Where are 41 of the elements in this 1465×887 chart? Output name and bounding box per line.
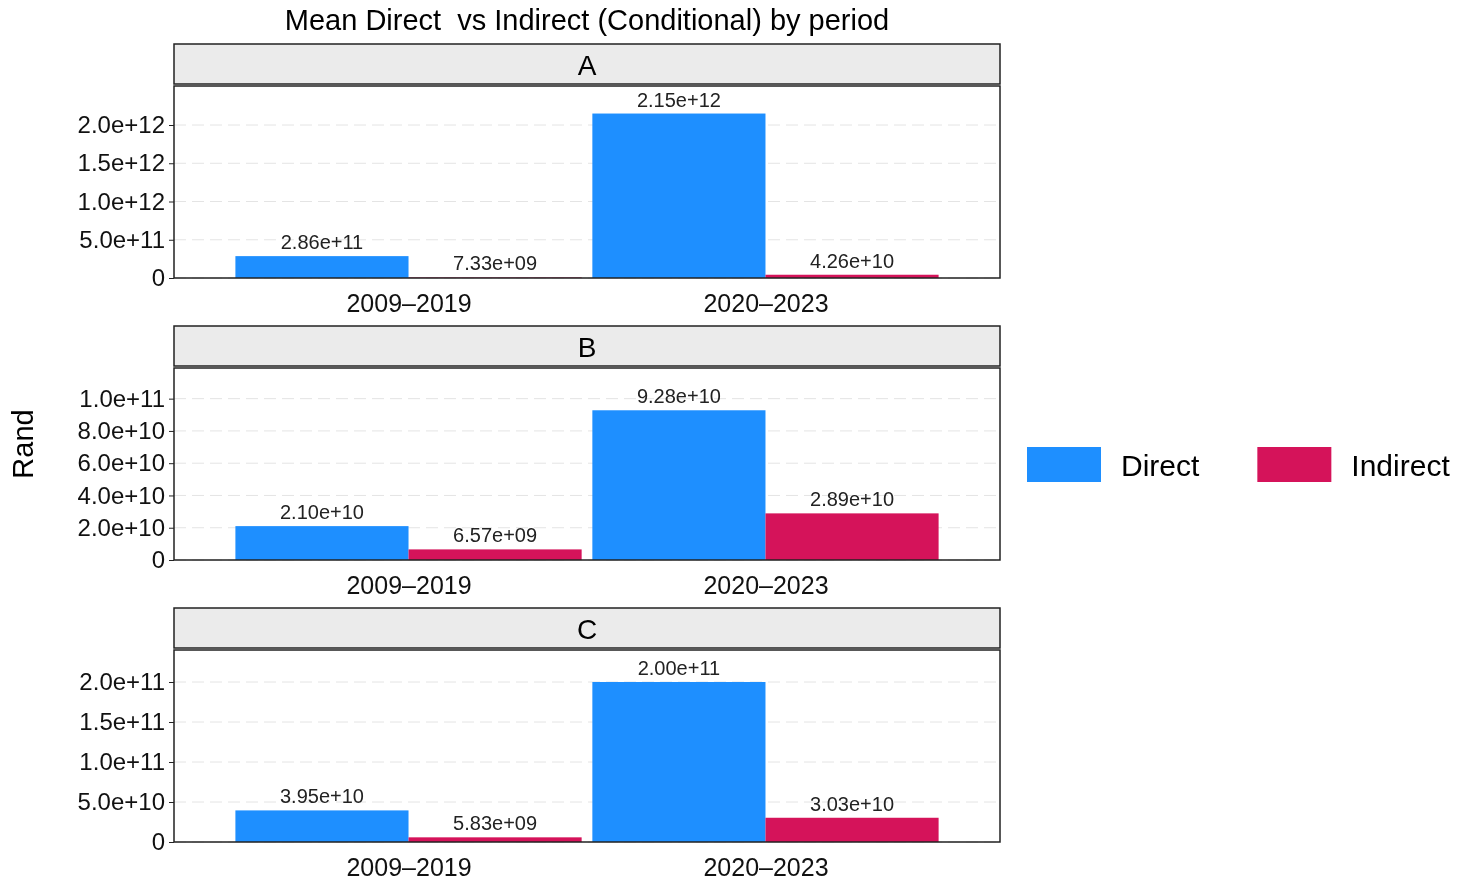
y-tick-label: 1.0e+12 (77, 187, 165, 215)
x-tick-label: 2009–2019 (346, 570, 472, 599)
data-label: 2.10e+10 (279, 501, 364, 524)
data-label: 2.89e+10 (810, 488, 895, 511)
legend-label: Indirect (1351, 449, 1451, 482)
y-tick-label: 0 (151, 264, 165, 292)
chart-title: Mean Direct vs Indirect (Conditional) by period (284, 4, 890, 36)
x-tick-label: 2009–2019 (346, 288, 472, 317)
data-label: 9.28e+10 (636, 385, 721, 408)
y-tick-label: 2.0e+12 (77, 111, 165, 139)
y-tick-label: 8.0e+10 (77, 417, 165, 445)
y-tick-label: 5.0e+11 (79, 225, 165, 253)
y-tick-label: 1.5e+11 (79, 708, 165, 736)
data-label: 5.83e+09 (453, 812, 538, 835)
data-label: 7.33e+09 (453, 252, 538, 275)
y-tick-label: 1.0e+11 (79, 748, 165, 776)
y-tick-label: 5.0e+10 (77, 788, 165, 816)
y-tick-label: 2.0e+11 (79, 668, 165, 696)
x-tick-label: 2020–2023 (703, 570, 829, 599)
data-label: 4.26e+10 (810, 249, 895, 272)
legend-label: Direct (1121, 449, 1200, 482)
x-tick-label: 2020–2023 (703, 288, 829, 317)
chart-subtitle: B (577, 332, 597, 363)
y-tick-label: 6.0e+10 (77, 449, 165, 477)
data-label: 3.03e+10 (810, 792, 895, 815)
x-tick-label: 2020–2023 (703, 852, 829, 881)
data-label: 2.15e+12 (636, 88, 721, 111)
data-label: 6.57e+09 (453, 524, 538, 547)
data-label: 2.00e+11 (637, 657, 721, 679)
x-tick-label: 2009–2019 (346, 852, 472, 881)
y-axis-title: Rand (7, 409, 39, 479)
data-label: 2.86e+11 (280, 231, 364, 254)
chart-subtitle: A (577, 50, 597, 81)
y-tick-label: 0 (151, 828, 165, 856)
y-tick-label: 1.0e+11 (79, 384, 165, 412)
chart-subtitle: C (576, 614, 598, 645)
y-tick-label: 2.0e+10 (77, 513, 165, 541)
data-label: 3.95e+10 (279, 785, 364, 808)
y-tick-label: 1.5e+12 (77, 149, 165, 177)
y-tick-label: 0 (151, 546, 165, 574)
y-tick-label: 4.0e+10 (77, 481, 165, 509)
